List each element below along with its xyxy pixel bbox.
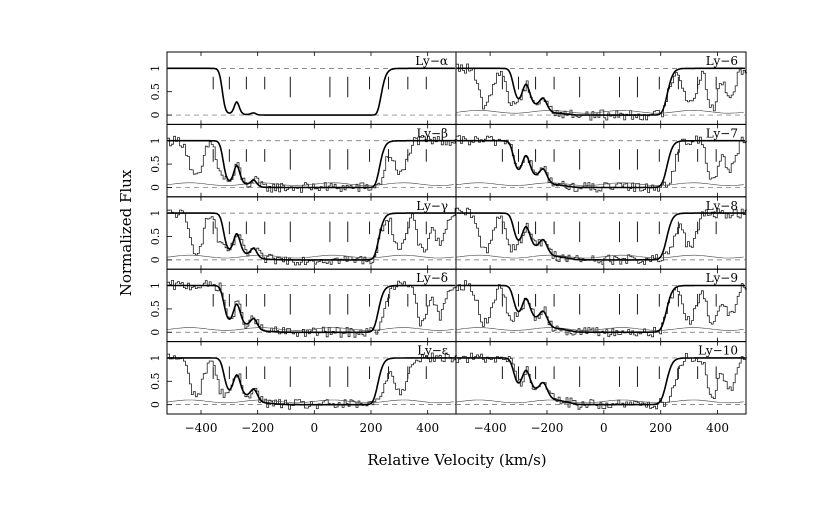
observed-spectrum	[167, 352, 458, 410]
x-tick-label: −200	[241, 421, 274, 435]
x-tick-label: −400	[185, 421, 218, 435]
spectrum-panel: Ly−9	[455, 268, 748, 343]
observed-spectrum	[456, 135, 748, 193]
panel-frame	[166, 341, 457, 415]
x-tick-label: 400	[416, 421, 439, 435]
y-tick-label: 0	[149, 112, 162, 119]
panel-frame	[455, 123, 747, 198]
model-fit	[167, 357, 455, 406]
observed-spectrum	[167, 207, 458, 266]
spectrum-panel: Ly−7	[455, 123, 748, 198]
error-spectrum	[167, 254, 454, 259]
y-tick-label: 0	[149, 401, 162, 408]
y-tick-label: 0.5	[149, 83, 162, 101]
model-fit	[167, 212, 455, 261]
spectrum-panel: −400 −200 0 200 400 Ly−10	[455, 341, 748, 435]
model-fit	[456, 284, 745, 334]
y-tick-label: 0.5	[149, 373, 162, 391]
panel-label: Ly−10	[698, 344, 738, 358]
panel-frame	[166, 123, 457, 198]
spectrum-panel: 0 0.5 1 Ly−β	[149, 123, 458, 198]
x-tick-label: 400	[706, 421, 729, 435]
y-tick-label: 0	[149, 256, 162, 263]
y-tick-label: 1	[149, 282, 162, 289]
panel-label: Ly−β	[416, 126, 448, 140]
error-spectrum	[456, 327, 744, 331]
x-tick-label: 0	[311, 421, 319, 435]
y-tick-label: 1	[149, 137, 162, 144]
panel-label: Ly−6	[706, 54, 738, 68]
model-fit	[456, 139, 745, 189]
panel-label: Ly−α	[415, 54, 448, 68]
error-spectrum	[167, 399, 454, 404]
x-tick-label: 0	[600, 421, 608, 435]
y-tick-label: 0	[149, 184, 162, 191]
panel-frame	[455, 51, 747, 125]
y-tick-label: 0.5	[149, 155, 162, 173]
y-tick-label: 1	[149, 65, 162, 72]
observed-spectrum	[167, 280, 458, 338]
x-tick-label: −200	[530, 421, 563, 435]
error-spectrum	[167, 327, 454, 331]
y-tick-label: 0.5	[149, 300, 162, 318]
error-spectrum	[167, 182, 454, 186]
x-axis-label: Relative Velocity (km/s)	[367, 451, 546, 469]
model-fit	[456, 357, 745, 406]
observed-spectrum	[456, 63, 748, 121]
y-tick-label: 1	[149, 354, 162, 361]
model-fit	[456, 67, 745, 116]
error-spectrum	[456, 110, 744, 114]
error-spectrum	[456, 254, 744, 259]
x-tick-label: 200	[360, 421, 383, 435]
spectrum-panel: 0 0.5 1 Ly−γ	[149, 196, 458, 270]
y-tick-label: 0	[149, 329, 162, 336]
spectrum-panel: Ly−8	[455, 196, 748, 270]
panel-label: Ly−ε	[417, 344, 448, 358]
model-fit	[167, 67, 455, 116]
panel-grid: 0 0.5 1 Ly−α 0 0.5 1 Ly−β 0 0.5 1 Ly−γ 0 0.5 1 Ly−δ 0 0.5…	[149, 51, 748, 435]
y-tick-label: 1	[149, 210, 162, 217]
panel-label: Ly−7	[706, 126, 738, 140]
panel-label: Ly−δ	[416, 271, 448, 285]
model-fit	[456, 212, 745, 261]
panel-label: Ly−8	[706, 199, 738, 213]
panel-label: Ly−9	[706, 271, 738, 285]
spectrum-panel: 0 0.5 1 Ly−δ	[149, 268, 458, 343]
panel-frame	[455, 196, 747, 270]
y-axis-label: Normalized Flux	[117, 169, 135, 296]
y-tick-label: 0.5	[149, 228, 162, 246]
model-fit	[167, 139, 455, 189]
spectrum-panel: Ly−6	[455, 51, 748, 125]
model-fit	[167, 284, 455, 334]
observed-spectrum	[167, 135, 458, 193]
panel-frame	[455, 341, 747, 415]
x-tick-label: 200	[649, 421, 672, 435]
panel-label: Ly−γ	[416, 199, 448, 213]
error-spectrum	[456, 182, 744, 186]
observed-spectrum	[456, 352, 748, 410]
spectrum-panel: 0 0.5 1 −400 −200 0 200 400 Ly−ε	[149, 341, 458, 435]
panel-frame	[455, 268, 747, 343]
x-tick-label: −400	[474, 421, 507, 435]
observed-spectrum	[456, 207, 748, 265]
panel-frame	[166, 51, 457, 125]
error-spectrum	[456, 399, 744, 404]
spectrum-panel: 0 0.5 1 Ly−α	[149, 51, 457, 125]
panel-frame	[166, 196, 457, 270]
